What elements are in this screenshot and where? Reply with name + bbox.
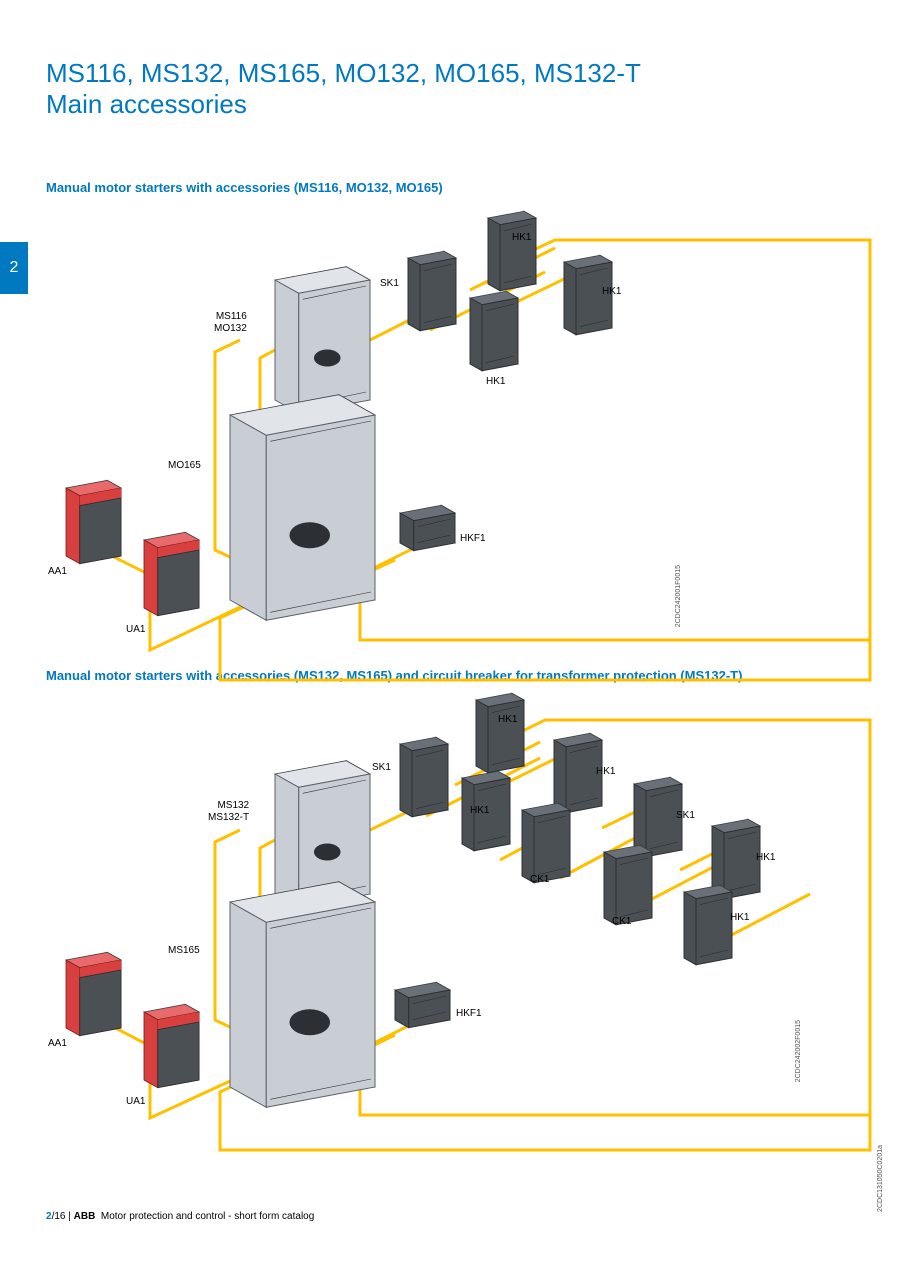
component-label: CK1: [612, 916, 631, 928]
component-label: HKF1: [456, 1008, 482, 1020]
component-label: HK1: [470, 805, 489, 817]
component-label: SK1: [372, 762, 391, 774]
component-label: SK1: [676, 810, 695, 822]
main-device-label: MS132MS132-T: [208, 800, 249, 823]
component-label: HK1: [756, 852, 775, 864]
component-label: HKF1: [460, 533, 486, 545]
page-footer: 2/16 | ABB Motor protection and control …: [46, 1211, 314, 1222]
component-label: SK1: [380, 278, 399, 290]
component-label: UA1: [126, 624, 145, 636]
footer-description: Motor protection and control - short for…: [101, 1211, 314, 1222]
component-label: AA1: [48, 566, 67, 578]
component-label: AA1: [48, 1038, 67, 1050]
diagram2-image-code: 2CDC242002F0015: [795, 1020, 802, 1082]
component-label: HK1: [730, 912, 749, 924]
main-device-label: MO165: [168, 460, 201, 472]
main-device-label: MS165: [168, 945, 200, 957]
footer-page-total: 16: [54, 1211, 65, 1222]
main-device-label: MS116MO132: [214, 311, 247, 334]
component-label: HK1: [512, 232, 531, 244]
component-label: UA1: [126, 1096, 145, 1108]
footer-brand: ABB: [74, 1211, 96, 1222]
component-label: CK1: [530, 874, 549, 886]
page-side-code: 2CDC131050C0201a: [877, 1145, 884, 1212]
diagram1-image-code: 2CDC242001F0015: [675, 565, 682, 627]
component-label: HK1: [596, 766, 615, 778]
component-label: HK1: [498, 714, 517, 726]
component-label: HK1: [486, 376, 505, 388]
component-label: HK1: [602, 286, 621, 298]
